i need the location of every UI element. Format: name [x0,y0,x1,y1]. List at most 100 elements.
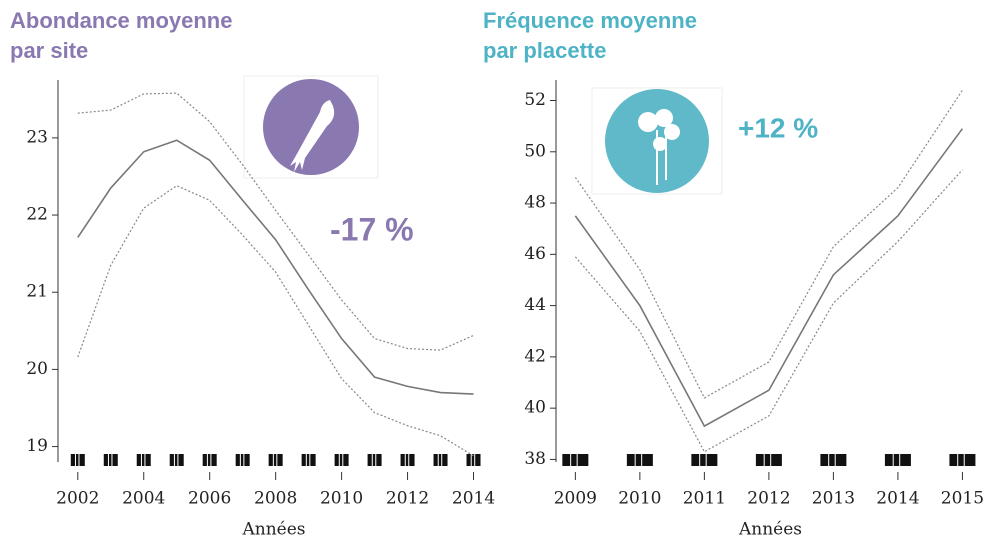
y-tick-label: 20 [26,359,48,379]
rug-gap [210,454,212,466]
rug-gap [140,454,142,466]
rug-gap [276,454,278,466]
y-tick-label: 22 [26,205,48,225]
y-tick-label: 52 [524,90,546,110]
rug-gap [899,454,901,466]
rug [136,454,151,466]
rug-gap [441,454,443,466]
rug-gap [177,454,179,466]
y-tick-label: 38 [524,449,546,469]
rug-gap [828,454,830,466]
chart-title: Fréquence moyenne par placette [483,8,697,63]
rug [235,454,250,466]
rug [400,454,415,466]
y-tick-label: 44 [524,295,546,315]
rug-gap [576,454,578,466]
rug-gap [963,454,965,466]
rug [626,454,653,466]
y-tick-label: 19 [26,436,48,456]
y-tick-label: 46 [524,244,546,264]
rug-gap [834,454,836,466]
x-tick-label: 2002 [56,489,99,509]
rug-gap [111,454,113,466]
rug-gap [892,454,894,466]
chart-title: Abondance moyenne par site [10,8,233,63]
rug [367,454,382,466]
rug [301,454,316,466]
x-tick-label: 2012 [386,489,429,509]
x-tick-label: 2014 [452,489,495,509]
line [77,92,474,351]
rug-gap [705,454,707,466]
rug-gap [408,454,410,466]
rug-gap [74,454,76,466]
rug-gap [78,454,80,466]
x-tick-label: 2015 [941,489,984,509]
flower-shape [638,109,680,185]
line [574,128,964,428]
x-axis-label: Années [241,520,305,540]
rug-gap [699,454,701,466]
y-tick-label: 48 [524,193,546,213]
x-tick-label: 2011 [683,489,726,509]
rug [820,454,847,466]
rug-gap [474,454,476,466]
rug-gap [239,454,241,466]
y-tick-label: 42 [524,346,546,366]
rug-gap [470,454,472,466]
rug [202,454,217,466]
x-tick-label: 2010 [320,489,363,509]
y-tick-label: 40 [524,398,546,418]
x-tick-label: 2012 [747,489,790,509]
rug-gap [206,454,208,466]
rug-gap [272,454,274,466]
x-tick-label: 2004 [122,489,165,509]
rug [884,454,911,466]
rug-gap [107,454,109,466]
rug [334,454,349,466]
rug-gap [144,454,146,466]
rug-gap [173,454,175,466]
rug [103,454,118,466]
x-axis-label: Années [738,520,802,540]
rug [755,454,782,466]
y-tick-label: 21 [26,282,48,302]
rug-gap [338,454,340,466]
rug [169,454,184,466]
x-tick-label: 2006 [188,489,231,509]
bird-shape [290,100,335,172]
rug-gap [309,454,311,466]
rug [433,454,448,466]
rug-gap [342,454,344,466]
rug [691,454,718,466]
rug [949,454,976,466]
line [77,139,474,395]
rug-gap [371,454,373,466]
bird-icon [263,79,359,175]
line [77,185,474,457]
y-tick-label: 50 [524,141,546,161]
rug-gap [957,454,959,466]
x-tick-label: 2010 [618,489,661,509]
annotation: +12 % [738,112,818,143]
rug-gap [641,454,643,466]
rug [70,454,85,466]
rug [466,454,481,466]
rug-gap [404,454,406,466]
rug-gap [305,454,307,466]
rug-gap [763,454,765,466]
y-tick-label: 23 [26,127,48,147]
line [574,169,963,453]
rug [268,454,283,466]
x-tick-label: 2013 [812,489,855,509]
rug-gap [243,454,245,466]
x-tick-label: 2008 [254,489,297,509]
line [574,89,963,399]
annotation: -17 % [330,211,414,247]
rug-gap [634,454,636,466]
x-tick-label: 2014 [876,489,919,509]
rug-gap [375,454,377,466]
rug-gap [770,454,772,466]
